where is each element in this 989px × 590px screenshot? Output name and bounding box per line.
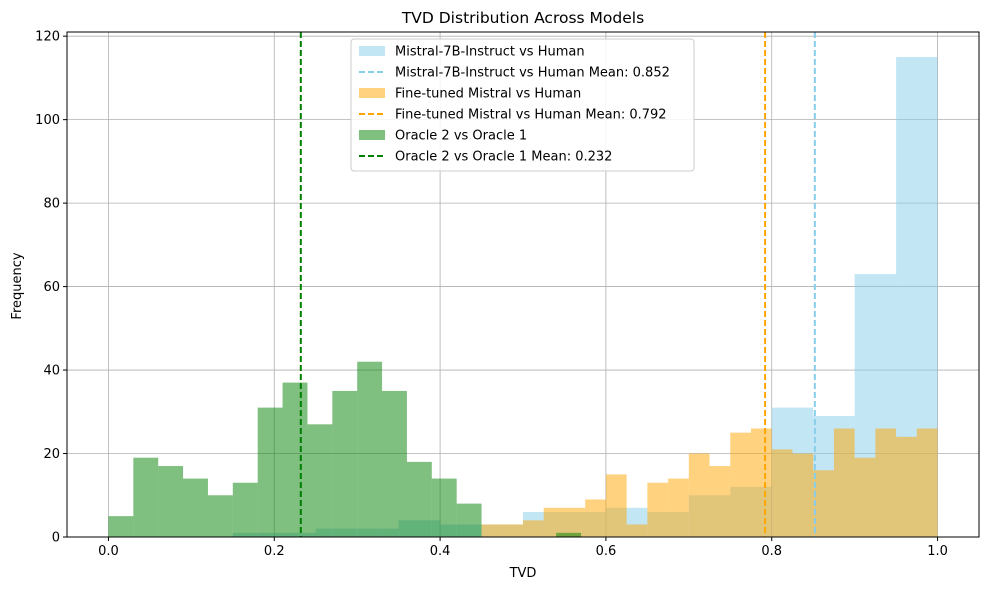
legend-swatch <box>359 46 385 56</box>
histogram-bar-oracle <box>207 495 233 537</box>
legend-label: Oracle 2 vs Oracle 1 Mean: 0.232 <box>395 150 612 165</box>
x-tick-label: 1.0 <box>927 544 948 559</box>
y-tick-label: 80 <box>43 197 60 212</box>
histogram-bar-fine-tuned-mistral <box>709 466 731 537</box>
histogram-bar-fine-tuned-mistral <box>854 457 876 537</box>
x-tick-label: 0.2 <box>264 544 285 559</box>
histogram-bar-fine-tuned-mistral <box>771 449 793 537</box>
legend-swatch <box>359 130 385 140</box>
histogram-bar-oracle <box>431 478 457 537</box>
x-axis-label: TVD <box>509 566 537 581</box>
legend-label: Fine-tuned Mistral vs Human <box>395 87 581 102</box>
histogram-bar-fine-tuned-mistral <box>916 428 938 537</box>
y-tick-label: 40 <box>43 364 60 379</box>
x-tick-label: 0.4 <box>430 544 451 559</box>
histogram-bar-oracle <box>406 461 432 537</box>
histogram-bar-fine-tuned-mistral <box>896 436 917 537</box>
bars-layer <box>108 57 938 537</box>
legend-entry-mistral-7b-instruct-mean: Mistral-7B-Instruct vs Human Mean: 0.852 <box>359 66 670 81</box>
y-axis-label: Frequency <box>10 252 25 319</box>
histogram-bar-oracle <box>382 390 407 537</box>
y-tick-label: 0 <box>52 531 60 546</box>
histogram-bar-fine-tuned-mistral <box>751 428 772 537</box>
x-tick-label: 0.8 <box>761 544 782 559</box>
histogram-bar-fine-tuned-mistral <box>792 453 814 537</box>
histogram-bar-fine-tuned-mistral <box>668 478 689 537</box>
legend-entry-fine-tuned-mistral: Fine-tuned Mistral vs Human <box>359 87 581 102</box>
histogram-bar-oracle <box>456 503 482 537</box>
legend-entry-mistral-7b-instruct: Mistral-7B-Instruct vs Human <box>359 45 585 60</box>
legend-swatch <box>359 88 385 98</box>
histogram-bar-fine-tuned-mistral <box>502 524 523 537</box>
plot-frame <box>66 31 980 538</box>
histogram-bar-fine-tuned-mistral <box>605 474 627 537</box>
legend-entry-oracle: Oracle 2 vs Oracle 1 <box>359 129 527 144</box>
histogram-bar-fine-tuned-mistral <box>875 428 897 537</box>
histogram-bar-fine-tuned-mistral <box>564 507 586 537</box>
histogram-bar-fine-tuned-mistral <box>585 499 606 537</box>
histogram-bar-oracle <box>108 516 134 537</box>
histogram-bar-oracle <box>158 466 184 537</box>
legend-label: Mistral-7B-Instruct vs Human Mean: 0.852 <box>395 66 670 81</box>
histogram-bar-fine-tuned-mistral <box>833 428 855 537</box>
histogram-bar-fine-tuned-mistral <box>543 507 565 537</box>
histogram-bar-fine-tuned-mistral <box>688 453 710 537</box>
legend-entry-oracle-mean: Oracle 2 vs Oracle 1 Mean: 0.232 <box>359 150 612 165</box>
histogram-bar-fine-tuned-mistral <box>523 520 544 537</box>
legend-label: Oracle 2 vs Oracle 1 <box>395 129 527 144</box>
histogram-bar-fine-tuned-mistral <box>730 432 751 537</box>
legend-box <box>350 38 695 172</box>
y-tick-label: 120 <box>35 30 60 45</box>
histogram-bar-fine-tuned-mistral <box>813 470 834 537</box>
mean-lines-layer <box>299 32 816 537</box>
y-tick-label: 20 <box>43 447 60 462</box>
x-tick-label: 0.6 <box>596 544 617 559</box>
y-tick-label: 100 <box>35 113 60 128</box>
histogram-bar-fine-tuned-mistral <box>626 524 648 537</box>
histogram-bar-fine-tuned-mistral <box>481 524 503 537</box>
histogram-bar-fine-tuned-mistral <box>647 482 669 537</box>
histogram-bar-oracle <box>257 407 283 537</box>
histogram-bar-oracle <box>183 478 208 537</box>
histogram-bar-oracle <box>232 482 258 537</box>
histogram-bar-oracle <box>357 361 383 537</box>
ticks-layer: 0.0 0.2 0.4 0.6 0.8 1.0 0 20 40 60 80 100 120 <box>35 30 948 559</box>
y-tick-label: 60 <box>43 280 60 295</box>
x-tick-label: 0.0 <box>98 544 119 559</box>
histogram-bar-oracle <box>332 390 358 537</box>
legend-label: Fine-tuned Mistral vs Human Mean: 0.792 <box>395 108 667 123</box>
legend-label: Mistral-7B-Instruct vs Human <box>395 45 585 60</box>
legend-entry-fine-tuned-mistral-mean: Fine-tuned Mistral vs Human Mean: 0.792 <box>359 108 667 123</box>
histogram-bar-oracle <box>556 532 582 537</box>
histogram-bar-oracle <box>282 382 308 537</box>
histogram-bar-oracle <box>307 424 333 537</box>
chart-title: TVD Distribution Across Models <box>401 9 644 27</box>
legend: Mistral-7B-Instruct vs Human Mistral-7B-I… <box>350 38 695 172</box>
histogram-bar-oracle <box>133 457 159 537</box>
